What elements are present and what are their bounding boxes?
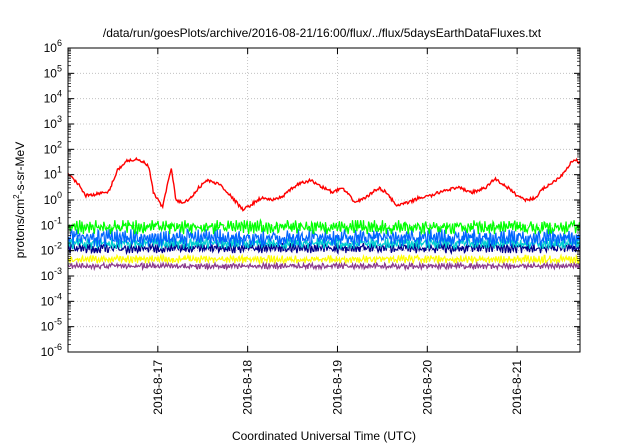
- y-tick-label: 104: [44, 89, 62, 106]
- x-tick-label: 2016-8-21: [510, 360, 524, 415]
- y-tick-label: 106: [44, 38, 62, 55]
- series-group: [67, 156, 581, 272]
- grid: [68, 48, 580, 352]
- y-tick-exponent: -4: [54, 291, 62, 301]
- y-tick-label: 10-3: [41, 266, 62, 283]
- series-line: [67, 227, 581, 247]
- y-tick-label: 10-1: [41, 215, 62, 232]
- x-tick-label: 2016-8-20: [420, 360, 434, 415]
- series-line: [67, 218, 581, 236]
- y-tick-exponent: 3: [57, 114, 62, 124]
- y-tick-exponent: 5: [57, 63, 62, 73]
- y-tick-exponent: -2: [54, 241, 62, 251]
- series-line: [67, 235, 581, 251]
- y-tick-label: 10-2: [41, 241, 62, 258]
- y-axis-ticks: 10-610-510-410-310-210-11001011021031041…: [41, 38, 580, 359]
- y-axis-label: protons/cm2-s-sr-MeV: [12, 142, 27, 258]
- y-tick-exponent: 6: [57, 38, 62, 48]
- y-tick-label: 100: [44, 190, 62, 207]
- x-tick-label: 2016-8-18: [241, 360, 255, 415]
- chart-title: /data/run/goesPlots/archive/2016-08-21/1…: [103, 26, 542, 40]
- y-tick-label: 103: [44, 114, 62, 131]
- y-tick-exponent: -6: [54, 342, 62, 352]
- y-tick-label: 10-4: [41, 291, 62, 308]
- x-tick-label: 2016-8-17: [151, 360, 165, 415]
- series-line: [67, 253, 581, 266]
- y-tick-label: 105: [44, 63, 62, 80]
- y-tick-label: 102: [44, 139, 62, 156]
- y-tick-exponent: -5: [54, 317, 62, 327]
- y-tick-exponent: 4: [57, 89, 62, 99]
- x-tick-label: 2016-8-19: [330, 360, 344, 415]
- x-axis-ticks: 2016-8-17 2016-8-18 2016-8-19 2016-8-20 2016…: [151, 48, 524, 415]
- y-tick-exponent: 1: [57, 165, 62, 175]
- y-tick-label: 101: [44, 165, 62, 182]
- y-tick-label: 10-5: [41, 317, 62, 334]
- y-tick-exponent: -3: [54, 266, 62, 276]
- y-tick-label: 10-6: [41, 342, 62, 359]
- series-line: [67, 260, 581, 272]
- x-axis-label: Coordinated Universal Time (UTC): [232, 429, 416, 443]
- y-tick-exponent: 0: [57, 190, 62, 200]
- y-tick-exponent: 2: [57, 139, 62, 149]
- y-tick-exponent: -1: [54, 215, 62, 225]
- series-line-red: [67, 156, 581, 212]
